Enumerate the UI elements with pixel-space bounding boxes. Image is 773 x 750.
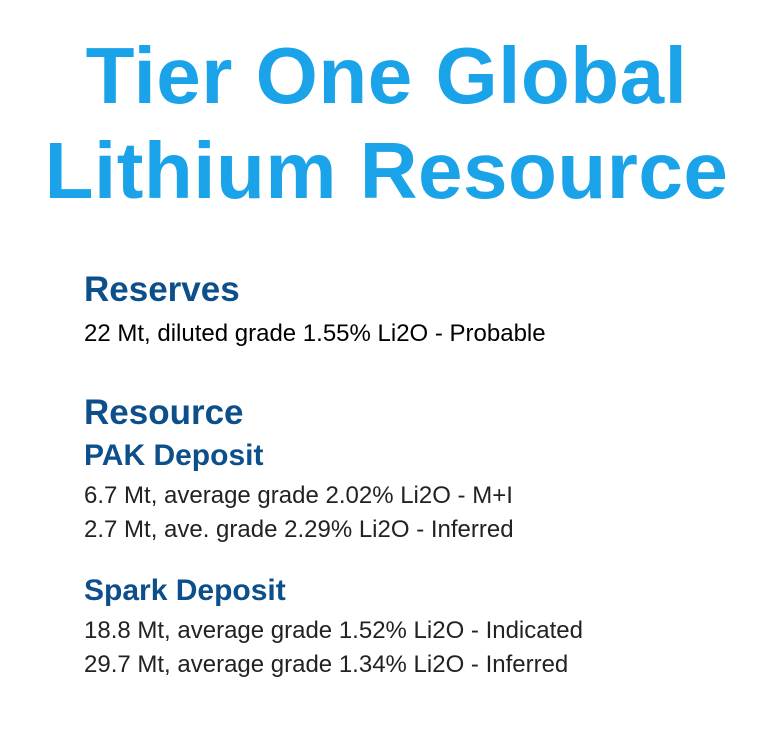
resource-heading: Resource bbox=[84, 393, 244, 432]
resource-section: Resource PAK Deposit 6.7 Mt, average gra… bbox=[84, 393, 744, 682]
reserves-line: 22 Mt, diluted grade 1.55% Li2O - Probab… bbox=[84, 320, 546, 347]
slide-title: Tier One Global Lithium Resource bbox=[0, 28, 773, 218]
spark-deposit-heading: Spark Deposit bbox=[84, 574, 286, 607]
spark-deposit-block: Spark Deposit 18.8 Mt, average grade 1.5… bbox=[84, 573, 744, 682]
slide-content: Reserves 22 Mt, diluted grade 1.55% Li2O… bbox=[84, 270, 744, 682]
pak-deposit-line-2: 2.7 Mt, ave. grade 2.29% Li2O - Inferred bbox=[84, 516, 514, 543]
reserves-section: Reserves 22 Mt, diluted grade 1.55% Li2O… bbox=[84, 270, 744, 351]
pak-deposit-line-1: 6.7 Mt, average grade 2.02% Li2O - M+I bbox=[84, 482, 513, 509]
slide-title-line-2: Lithium Resource bbox=[44, 126, 729, 215]
pak-deposit-block: PAK Deposit 6.7 Mt, average grade 2.02% … bbox=[84, 438, 744, 547]
slide-title-line-1: Tier One Global bbox=[85, 31, 688, 120]
pak-deposit-heading: PAK Deposit bbox=[84, 439, 264, 472]
reserves-heading: Reserves bbox=[84, 270, 240, 309]
spark-deposit-line-1: 18.8 Mt, average grade 1.52% Li2O - Indi… bbox=[84, 617, 583, 644]
spark-deposit-line-2: 29.7 Mt, average grade 1.34% Li2O - Infe… bbox=[84, 651, 569, 678]
